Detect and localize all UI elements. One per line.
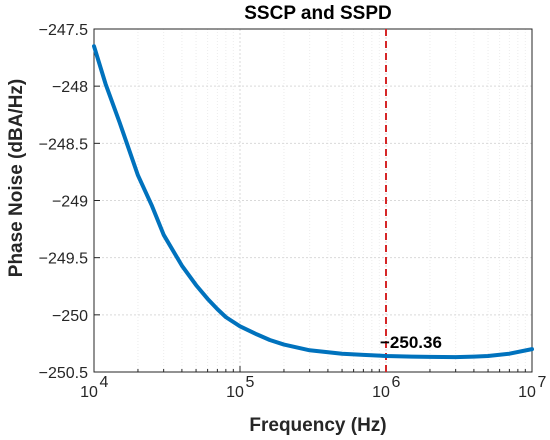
y-tick-label: −249	[52, 194, 88, 211]
x-tick-label-exponent: 5	[246, 374, 255, 391]
y-tick-label: −250.5	[39, 365, 88, 382]
grid	[93, 28, 533, 373]
x-tick-label-exponent: 4	[100, 374, 109, 391]
y-tick-label: −247.5	[39, 22, 88, 39]
x-tick-label: 10	[372, 384, 390, 401]
x-tick-label: 10	[80, 384, 98, 401]
annotation-label: −250.36	[380, 333, 442, 352]
y-tick-label: −248	[52, 79, 88, 96]
x-tick-label: 10	[518, 384, 536, 401]
y-axis-title: Phase Noise (dBA/Hz)	[6, 79, 27, 277]
series-line	[92, 44, 534, 360]
y-tick-label: −250	[52, 308, 88, 325]
y-tick-label: −249.5	[39, 251, 88, 268]
y-tick-label: −248.5	[39, 136, 88, 153]
x-axis-title: Frequency (Hz)	[249, 415, 386, 436]
chart-title: SSCP and SSPD	[244, 3, 391, 24]
series-layer: −250.36	[92, 29, 534, 372]
x-tick-label-exponent: 7	[538, 374, 547, 391]
axis-ticks: 104105106107−247.5−248−248.5−249−249.5−2…	[39, 22, 547, 401]
x-tick-label-exponent: 6	[392, 374, 401, 391]
x-tick-label: 10	[226, 384, 244, 401]
